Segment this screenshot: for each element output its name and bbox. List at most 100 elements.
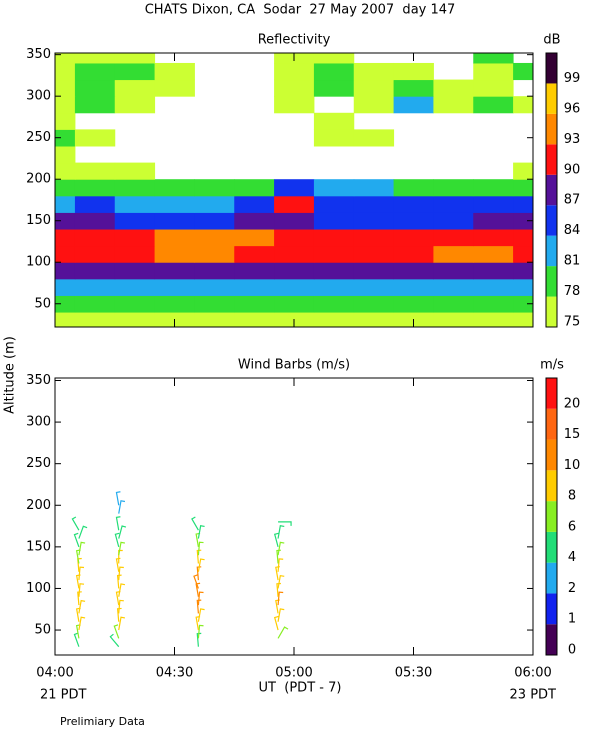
contour-cell [55, 179, 76, 197]
colorbar-segment [546, 174, 557, 206]
colorbar-label: 6 [568, 519, 576, 534]
contour-cell [154, 62, 195, 81]
contour-cell [55, 145, 76, 164]
contour-cell [234, 262, 275, 280]
wind-barb [118, 583, 126, 597]
wind-barb [116, 607, 122, 622]
plot-area [55, 53, 533, 327]
contour-cell [313, 129, 355, 147]
contour-cell [393, 245, 434, 263]
contour-cell [234, 312, 275, 327]
contour-cell [433, 79, 474, 97]
colorbar-segment [546, 624, 557, 655]
contour-cell [194, 245, 235, 263]
contour-cell [393, 179, 434, 197]
wind-barb [109, 633, 120, 648]
contour-cell [55, 245, 76, 263]
contour-cell [313, 79, 355, 97]
footer-note: Prelimiary Data [60, 715, 145, 728]
wind-barb [276, 549, 281, 564]
colorbar-label: 0 [568, 643, 576, 658]
wind-barb [77, 591, 82, 606]
contour-cell [353, 212, 395, 230]
contour-cell [154, 278, 195, 296]
wind-barb [118, 599, 124, 614]
contour-cell [393, 295, 434, 313]
contour-cell [234, 229, 275, 247]
contour-cell [74, 129, 116, 147]
contour-cell [433, 96, 474, 114]
y-tick-label: 250 [26, 130, 51, 145]
wind-barb [277, 626, 289, 639]
contour-cell [313, 212, 355, 230]
colorbar-frame [545, 377, 558, 656]
colorbar-segment [546, 205, 557, 236]
wind-barb [78, 583, 85, 597]
contour-cell [353, 79, 395, 97]
contour-cell [513, 96, 533, 114]
colorbar-label: 87 [564, 193, 581, 208]
colorbar-label: 78 [564, 284, 581, 299]
wind-barb [115, 491, 121, 506]
contour-cell [513, 62, 533, 81]
y-tick-label: 350 [26, 373, 51, 388]
colorbar-segment [546, 144, 557, 175]
contour-cell [274, 229, 315, 247]
wind-barb [78, 525, 88, 539]
contour-cell [74, 245, 116, 263]
contour-cell [513, 195, 533, 213]
contour-cell [433, 278, 474, 296]
panel-title: Wind Barbs (m/s) [238, 358, 350, 373]
x-axis-label: UT (PDT - 7) [259, 681, 342, 696]
wind-barb [193, 574, 199, 589]
contour-cell [353, 96, 395, 114]
contour-cell [55, 278, 76, 296]
contour-cell [74, 62, 116, 81]
contour-cell [234, 179, 275, 197]
contour-cell [154, 212, 195, 230]
wind-barb [197, 608, 205, 622]
colorbar-title: m/s [540, 358, 564, 373]
contour-cell [513, 278, 533, 296]
contour-cell [473, 312, 514, 327]
contour-cell [55, 129, 76, 147]
y-tick-label: 50 [34, 623, 51, 638]
contour-cell [393, 79, 434, 97]
contour-cell [473, 53, 514, 64]
contour-cell [234, 195, 275, 213]
wind-barb [196, 549, 202, 564]
contour-cell [473, 62, 514, 81]
colorbar-segment [546, 531, 557, 563]
contour-cell [473, 79, 514, 97]
contour-cell [473, 295, 514, 313]
contour-cell [194, 295, 235, 313]
plot-area [71, 491, 292, 648]
x-tick-label: 04:00 [36, 666, 73, 681]
y-tick-label: 100 [26, 255, 51, 270]
contour-cell [234, 295, 275, 313]
contour-cell [114, 212, 156, 230]
contour-cell [513, 245, 533, 263]
contour-cell [313, 229, 355, 247]
wind-barb [73, 532, 80, 548]
wind-barb [277, 591, 284, 606]
colorbar-label: 10 [564, 458, 581, 473]
contour-cell [55, 312, 76, 327]
contour-cell [55, 195, 76, 213]
contour-cell [433, 212, 474, 230]
colorbar-segment [546, 296, 557, 327]
wind-barb [196, 632, 202, 647]
y-tick-label: 150 [26, 539, 51, 554]
colorbar-frame [545, 52, 558, 328]
colorbar-segment [546, 439, 557, 471]
contour-cell [114, 312, 156, 327]
contour-cell [114, 53, 156, 64]
contour-cell [393, 195, 434, 213]
contour-cell [353, 229, 395, 247]
contour-cell [473, 262, 514, 280]
contour-cell [55, 212, 76, 230]
colorbar-segment [546, 378, 557, 409]
contour-cell [433, 262, 474, 280]
contour-cell [513, 162, 533, 180]
